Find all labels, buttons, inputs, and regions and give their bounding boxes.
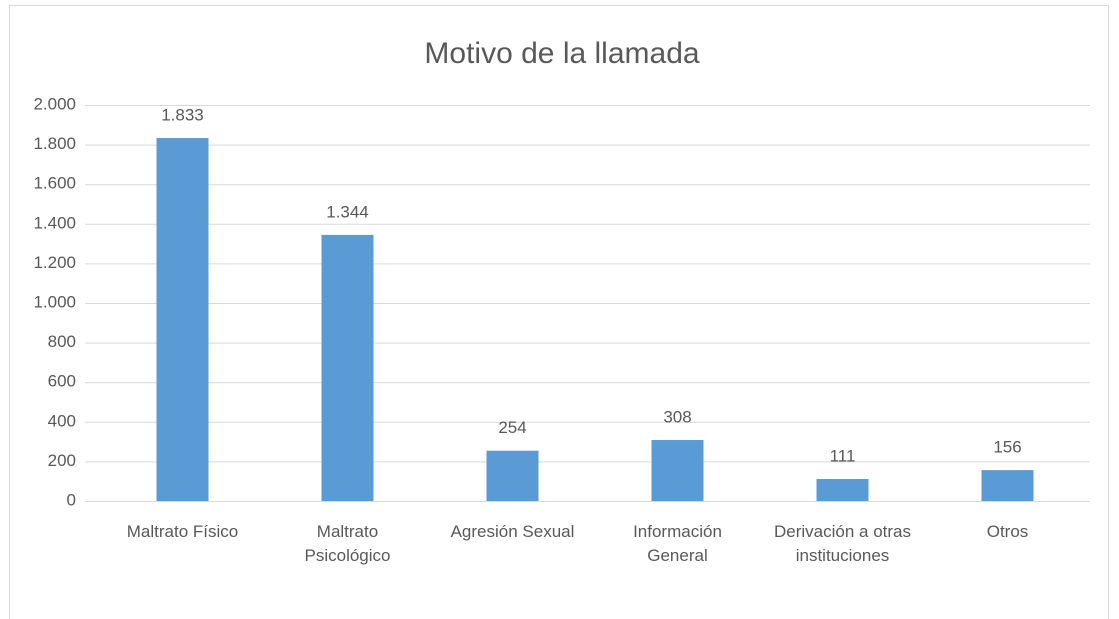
- chart-title: Motivo de la llamada: [424, 37, 699, 70]
- x-tick-label: Información General: [633, 522, 722, 565]
- bar: [156, 138, 209, 502]
- x-tick-label: Maltrato Físico: [126, 522, 239, 541]
- data-label: 156: [993, 438, 1021, 457]
- y-tick-label: 800: [48, 332, 76, 351]
- x-tick-label: Otros: [986, 522, 1029, 541]
- y-tick-label: 200: [48, 451, 76, 470]
- y-tick-label: 400: [48, 411, 76, 430]
- bar: [486, 450, 539, 501]
- x-tick-label: Maltrato Psicológico: [304, 522, 391, 565]
- x-tick-label: Derivación a otras instituciones: [773, 522, 911, 565]
- bar: [651, 440, 704, 501]
- y-tick-label: 1.600: [33, 174, 76, 193]
- y-tick-label: 1.400: [33, 213, 76, 232]
- y-tick-label: 1.000: [33, 292, 76, 311]
- chart-border: [9, 5, 1109, 619]
- data-label: 111: [830, 447, 856, 466]
- y-tick-label: 0: [67, 490, 76, 509]
- y-tick-label: 2.000: [33, 94, 76, 113]
- data-label: 1.833: [161, 106, 204, 125]
- data-label: 308: [663, 408, 691, 427]
- y-tick-label: 1.200: [33, 253, 76, 272]
- bar: [816, 479, 869, 501]
- bar: [981, 470, 1034, 501]
- y-tick-label: 1.800: [33, 134, 76, 153]
- y-tick-label: 600: [48, 372, 76, 391]
- x-tick-label: Agresión Sexual: [450, 522, 575, 541]
- data-label: 1.344: [326, 202, 369, 221]
- data-label: 254: [498, 418, 526, 437]
- bar: [321, 234, 374, 501]
